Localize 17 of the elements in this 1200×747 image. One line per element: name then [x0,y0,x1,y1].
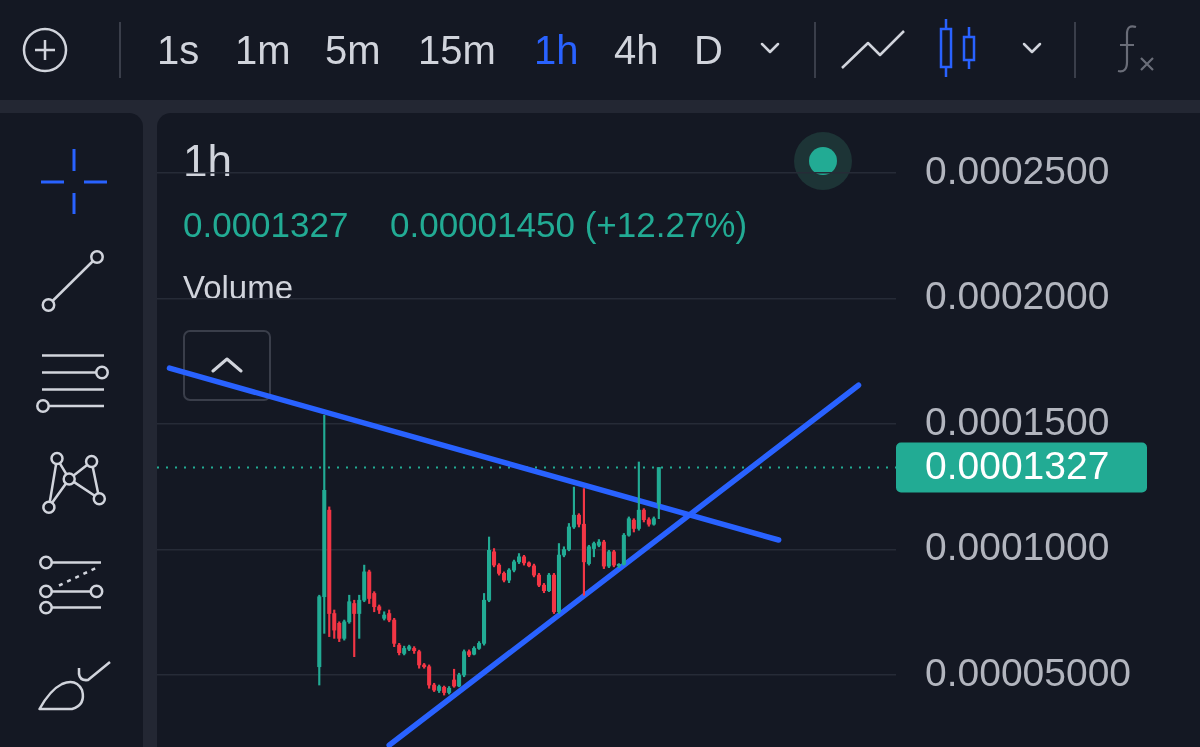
y-tick-label: 0.0002500 [925,148,1110,192]
y-tick-label: 0.0001000 [925,525,1110,569]
y-tick-label: 0.00005000 [925,650,1132,694]
text: 1h [534,27,579,74]
text: 5m [325,27,381,74]
text: 4h [614,27,659,74]
annotation: 0.00001450 (+12.27%) [390,204,748,246]
text: 1s [157,27,200,74]
text: 1h [183,135,232,187]
text: 1m [235,27,291,74]
y-tick-label: 0.0001500 [925,399,1110,443]
annotation: 0.0001327 [183,204,349,246]
text: 15m [418,27,496,74]
y-tick-label: 0.0002000 [925,274,1110,318]
text: D [694,27,723,74]
ref-line-label: 0.0001327 [925,444,1110,488]
annotation: Volume [183,268,294,308]
